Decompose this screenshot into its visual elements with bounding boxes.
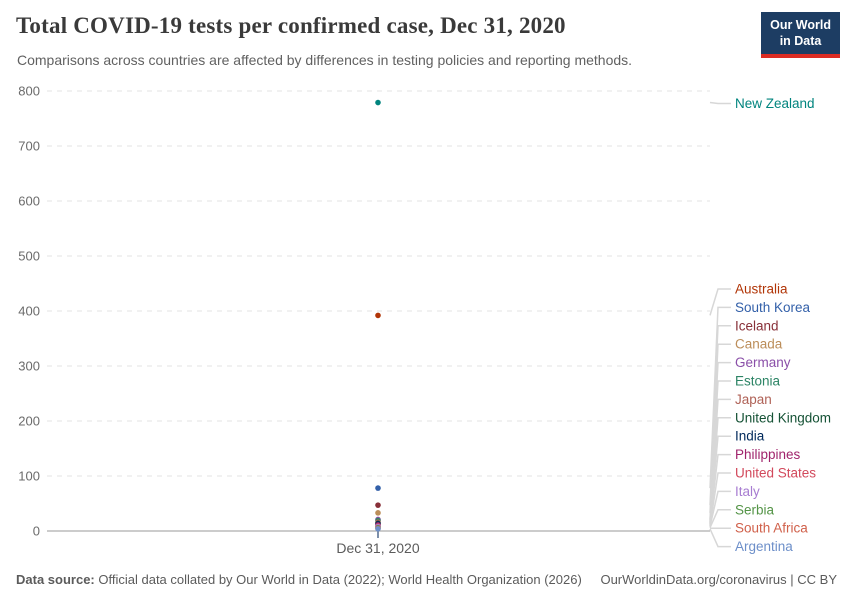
- scatter-chart: 0 100 200 300 400 500 600 700 800 Dec 31, 2020 New…: [18, 84, 831, 557]
- label-connector-australia: [709, 288, 731, 316]
- legend-label-japan[interactable]: Japan: [735, 392, 772, 407]
- chart-footer: Data source: Official data collated by O…: [16, 572, 837, 587]
- label-connector-south-korea: [709, 306, 731, 489]
- y-axis-tick-label-700: 700: [18, 139, 40, 154]
- label-connector-philippines: [709, 453, 731, 526]
- data-point-south-korea[interactable]: [375, 485, 381, 491]
- data-source-label: Data source:: [16, 572, 95, 587]
- label-connector-italy: [709, 490, 731, 527]
- legend-label-italy[interactable]: Italy: [735, 484, 760, 499]
- chart-title: Total COVID-19 tests per confirmed case,…: [16, 13, 566, 38]
- owid-logo-line2: in Data: [779, 33, 822, 48]
- data-point-new-zealand[interactable]: [375, 99, 381, 106]
- legend-label-estonia[interactable]: Estonia: [735, 374, 781, 389]
- data-point-iceland[interactable]: [375, 502, 381, 508]
- footer-separator: |: [790, 572, 794, 587]
- data-point-australia[interactable]: [375, 312, 381, 319]
- legend-label-iceland[interactable]: Iceland: [735, 318, 779, 333]
- y-axis-tick-label-200: 200: [18, 414, 40, 429]
- y-axis-tick-label-300: 300: [18, 359, 40, 374]
- owid-logo: Our World in Data: [761, 12, 840, 59]
- legend-label-india[interactable]: India: [735, 429, 765, 444]
- y-axis-tick-label-500: 500: [18, 249, 40, 264]
- legend-label-canada[interactable]: Canada: [735, 337, 783, 352]
- license-label: CC BY: [797, 572, 837, 587]
- x-axis-label: Dec 31, 2020: [336, 540, 419, 556]
- label-connector-united-states: [709, 472, 731, 527]
- y-axis-tick-label-400: 400: [18, 304, 40, 319]
- data-point-argentina[interactable]: [375, 526, 381, 532]
- owid-coronavirus-link[interactable]: OurWorldinData.org/coronavirus: [600, 572, 787, 587]
- legend-label-australia[interactable]: Australia: [735, 282, 788, 297]
- y-axis-tick-label-0: 0: [33, 524, 40, 539]
- label-connector-serbia: [709, 509, 731, 529]
- label-connector-india: [709, 435, 731, 524]
- owid-logo-line1: Our World: [770, 18, 831, 32]
- data-point-canada[interactable]: [375, 510, 381, 516]
- legend-label-new-zealand[interactable]: New Zealand: [735, 96, 815, 111]
- legend-label-serbia[interactable]: Serbia: [735, 502, 775, 517]
- y-axis-tick-label-100: 100: [18, 469, 40, 484]
- legend-label-south-korea[interactable]: South Korea: [735, 300, 811, 315]
- label-connector-argentina: [709, 528, 731, 548]
- label-connector-new-zealand: [709, 101, 731, 105]
- footer-attribution: OurWorldinData.org/coronavirus | CC BY: [600, 572, 837, 587]
- legend-label-argentina[interactable]: Argentina: [735, 539, 793, 554]
- legend-label-united-states[interactable]: United States: [735, 466, 816, 481]
- y-axis-tick-label-600: 600: [18, 194, 40, 209]
- legend-label-germany[interactable]: Germany: [735, 355, 791, 370]
- chart-subtitle: Comparisons across countries are affecte…: [17, 52, 633, 68]
- legend-label-united-kingdom[interactable]: United Kingdom: [735, 410, 831, 425]
- data-source-text: Official data collated by Our World in D…: [98, 572, 582, 587]
- data-source-note: Data source: Official data collated by O…: [16, 572, 582, 587]
- y-axis-tick-label-800: 800: [18, 84, 40, 99]
- legend-label-south-africa[interactable]: South Africa: [735, 521, 808, 536]
- legend-label-philippines[interactable]: Philippines: [735, 447, 801, 462]
